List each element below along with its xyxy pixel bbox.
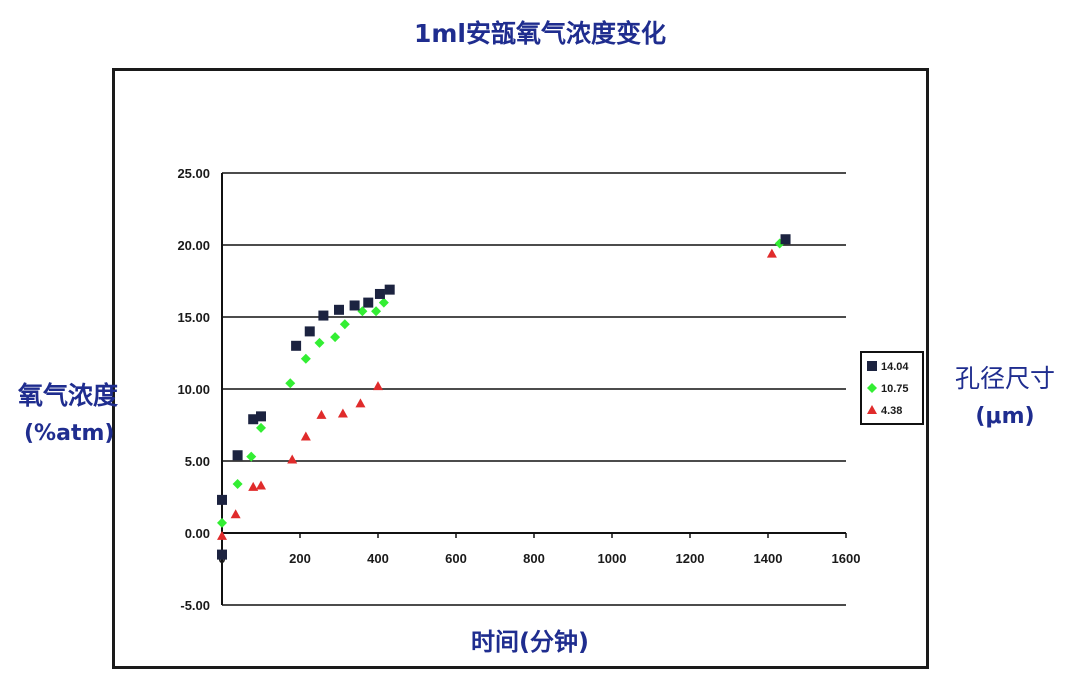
legend-unit: (μm) bbox=[975, 404, 1035, 429]
data-point-10-75 bbox=[256, 422, 266, 433]
y-tick-label: -5.00 bbox=[180, 598, 210, 613]
data-point-10-75 bbox=[339, 319, 350, 330]
x-tick-label: 1600 bbox=[832, 551, 861, 566]
chart-title: 1ml安瓿氧气浓度变化 bbox=[413, 19, 666, 48]
data-point-4-38 bbox=[248, 481, 259, 491]
y-tick-label: 25.00 bbox=[177, 166, 210, 181]
data-point-4-38 bbox=[230, 509, 241, 519]
data-point-10-75 bbox=[314, 337, 325, 348]
y-axis-unit: (%atm) bbox=[24, 421, 115, 446]
y-axis-label: 氧气浓度 (%atm) bbox=[18, 377, 148, 453]
x-tick-label: 600 bbox=[445, 551, 467, 566]
data-point-10-75 bbox=[217, 517, 227, 528]
data-point-14-04 bbox=[217, 494, 227, 505]
data-point-14-04 bbox=[291, 340, 302, 351]
data-point-14-04 bbox=[334, 304, 344, 315]
data-point-4-38 bbox=[256, 480, 266, 490]
data-point-4-38 bbox=[373, 381, 383, 391]
data-point-14-04 bbox=[256, 411, 266, 422]
legend-title-text: 孔径尺寸 bbox=[954, 364, 1055, 393]
data-point-14-04 bbox=[349, 300, 360, 311]
data-point-14-04 bbox=[248, 414, 259, 425]
data-point-14-04 bbox=[374, 288, 385, 299]
data-point-10-75 bbox=[378, 297, 389, 308]
data-point-4-38 bbox=[337, 408, 348, 418]
legend-label: 14.04 bbox=[881, 361, 909, 373]
x-tick-label: 1000 bbox=[598, 551, 627, 566]
chart-frame bbox=[112, 68, 929, 669]
data-point-14-04 bbox=[363, 297, 374, 308]
y-tick-label: 15.00 bbox=[177, 310, 210, 325]
legend-marker-10-75 bbox=[867, 383, 877, 393]
legend-title: 孔径尺寸 (μm) bbox=[935, 360, 1075, 436]
data-point-14-04 bbox=[318, 310, 329, 321]
data-point-4-38 bbox=[766, 248, 777, 258]
data-point-4-38 bbox=[287, 454, 298, 464]
y-tick-label: 20.00 bbox=[177, 238, 210, 253]
data-point-4-38 bbox=[355, 398, 366, 408]
y-tick-label: 10.00 bbox=[177, 382, 210, 397]
data-point-14-04 bbox=[232, 450, 243, 461]
data-point-10-75 bbox=[357, 306, 368, 317]
data-point-10-75 bbox=[300, 353, 311, 364]
data-point-4-38 bbox=[217, 530, 227, 540]
data-point-14-04 bbox=[304, 326, 315, 337]
legend-label: 4.38 bbox=[881, 405, 902, 417]
x-axis-label: 时间(分钟) bbox=[471, 628, 589, 656]
x-tick-label: 200 bbox=[289, 551, 311, 566]
data-point-10-75 bbox=[232, 479, 243, 490]
data-point-10-75 bbox=[371, 306, 382, 317]
data-point-14-04 bbox=[780, 234, 791, 245]
x-tick-label: 400 bbox=[367, 551, 389, 566]
data-point-14-04 bbox=[384, 284, 395, 295]
data-point-4-38 bbox=[316, 409, 327, 419]
legend-marker-14-04 bbox=[867, 361, 877, 371]
x-tick-label: 800 bbox=[523, 551, 545, 566]
y-axis-label-text: 氧气浓度 bbox=[18, 381, 119, 410]
legend-label: 10.75 bbox=[881, 383, 909, 395]
x-tick-label: 1400 bbox=[754, 551, 783, 566]
data-point-14-04 bbox=[217, 549, 227, 560]
data-point-10-75 bbox=[285, 378, 296, 389]
y-tick-label: 5.00 bbox=[185, 454, 210, 469]
data-point-10-75 bbox=[246, 451, 257, 462]
data-point-4-38 bbox=[300, 431, 311, 441]
legend-marker-4-38 bbox=[867, 405, 877, 414]
data-point-10-75 bbox=[330, 332, 341, 343]
y-tick-label: 0.00 bbox=[185, 526, 210, 541]
x-tick-label: 1200 bbox=[676, 551, 705, 566]
